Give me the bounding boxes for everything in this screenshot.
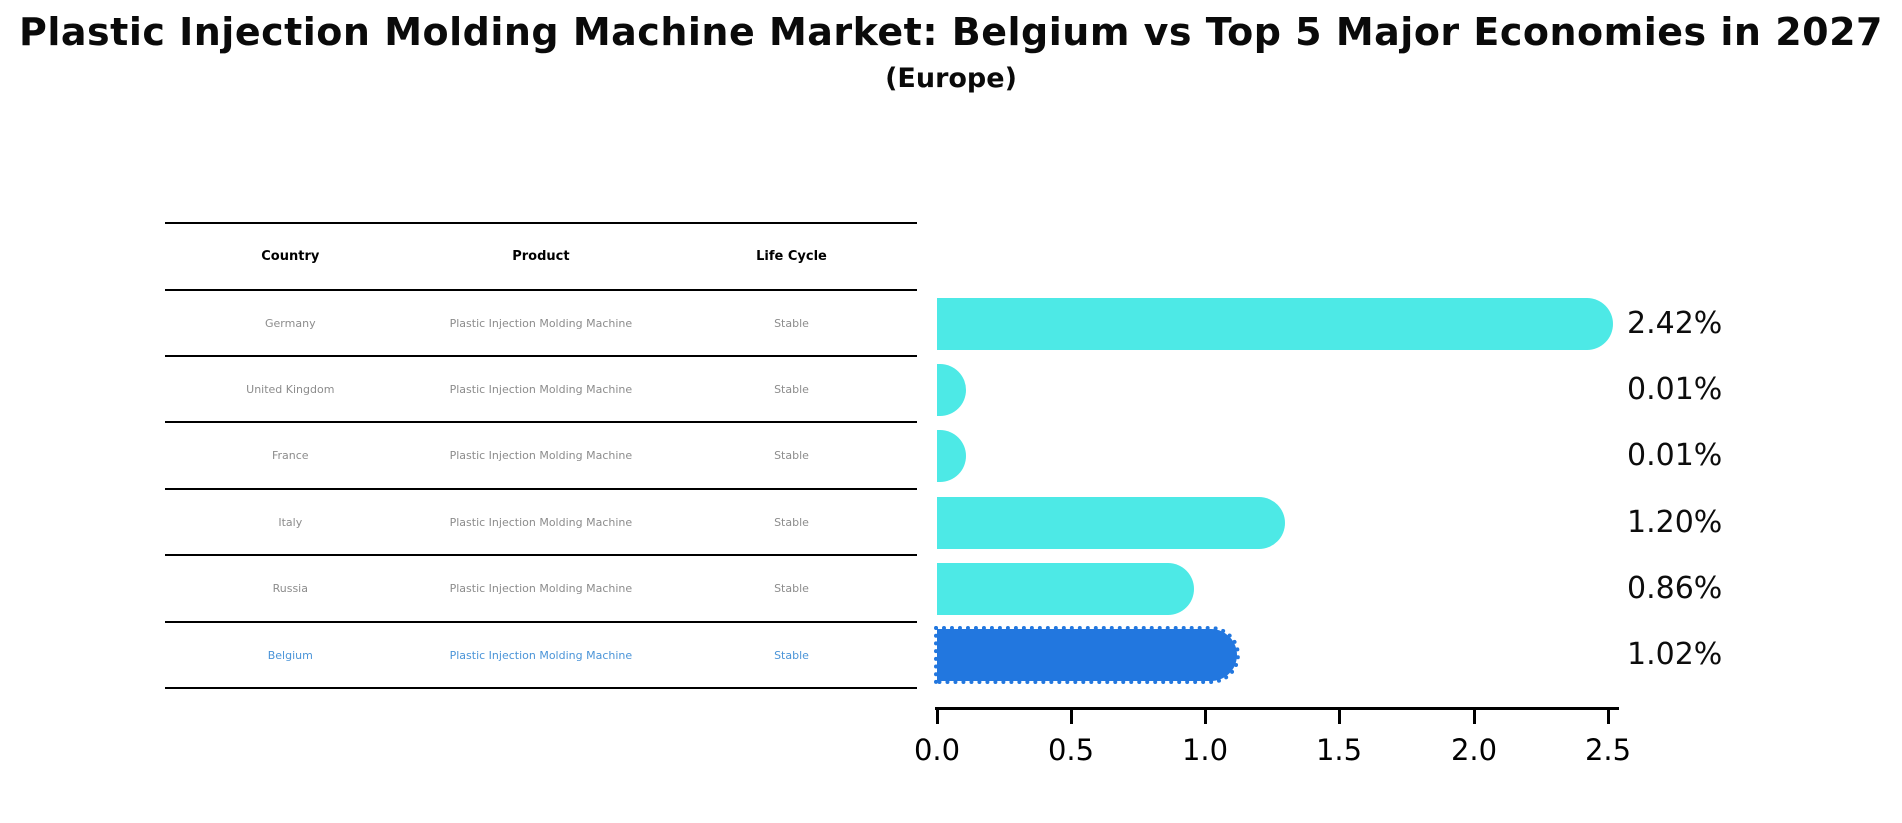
table-cell-country: Germany xyxy=(265,316,316,330)
x-axis-line xyxy=(935,707,1619,710)
value-label: 0.01% xyxy=(1627,372,1723,407)
x-axis-tick xyxy=(1607,710,1610,724)
value-label: 1.02% xyxy=(1627,637,1723,672)
x-axis-tick xyxy=(936,710,939,724)
table-cell-product: Plastic Injection Molding Machine xyxy=(449,515,633,529)
table-header-life-cycle: Life Cycle xyxy=(756,248,827,264)
value-label: 0.86% xyxy=(1627,571,1723,606)
table-cell-country: Belgium xyxy=(267,648,313,662)
table-cell-life-cycle: Stable xyxy=(774,382,809,396)
table-cell-country: Russia xyxy=(272,581,308,595)
table-cell-life-cycle: Stable xyxy=(774,316,809,330)
bar-russia xyxy=(937,563,1194,615)
table-cell-country: France xyxy=(272,448,309,462)
table-cell-product: Plastic Injection Molding Machine xyxy=(449,382,633,396)
table-row: Russia Plastic Injection Molding Machine… xyxy=(165,556,917,620)
table-divider xyxy=(165,621,917,623)
table-row-belgium-highlighted: Belgium Plastic Injection Molding Machin… xyxy=(165,623,917,687)
table-header-product: Product xyxy=(512,248,570,264)
table-cell-country: Italy xyxy=(278,515,303,529)
table-divider xyxy=(165,554,917,556)
table-divider xyxy=(165,355,917,357)
x-axis-tick xyxy=(1204,710,1207,724)
table-row: France Plastic Injection Molding Machine… xyxy=(165,423,917,487)
value-label: 1.20% xyxy=(1627,505,1723,540)
x-axis-tick xyxy=(1338,710,1341,724)
table-divider xyxy=(165,488,917,490)
x-axis-tick xyxy=(1070,710,1073,724)
table-cell-life-cycle: Stable xyxy=(774,648,809,662)
table-row: United Kingdom Plastic Injection Molding… xyxy=(165,357,917,421)
x-axis-tick xyxy=(1473,710,1476,724)
bar-italy xyxy=(937,497,1285,549)
x-axis-tick-label: 2.5 xyxy=(1584,733,1632,767)
x-axis-tick-label: 0.0 xyxy=(913,733,961,767)
bar-france xyxy=(937,430,966,482)
x-axis-tick-label: 0.5 xyxy=(1047,733,1095,767)
bar-belgium xyxy=(934,626,1240,684)
chart-subtitle: (Europe) xyxy=(885,63,1017,94)
table-divider xyxy=(165,289,917,291)
x-axis-tick-label: 2.0 xyxy=(1450,733,1498,767)
bar-germany xyxy=(937,298,1613,350)
table-cell-life-cycle: Stable xyxy=(774,581,809,595)
table-divider xyxy=(165,421,917,423)
table-cell-life-cycle: Stable xyxy=(774,448,809,462)
table-header-country: Country xyxy=(261,248,320,264)
table-header-row: Country Product Life Cycle xyxy=(165,224,917,288)
table-cell-product: Plastic Injection Molding Machine xyxy=(449,648,633,662)
table-cell-product: Plastic Injection Molding Machine xyxy=(449,316,633,330)
table-cell-product: Plastic Injection Molding Machine xyxy=(449,448,633,462)
chart-title: Plastic Injection Molding Machine Market… xyxy=(19,10,1883,54)
table-row: Italy Plastic Injection Molding Machine … xyxy=(165,490,917,554)
value-label: 2.42% xyxy=(1627,306,1723,341)
bar-united-kingdom xyxy=(937,364,966,416)
table-cell-life-cycle: Stable xyxy=(774,515,809,529)
x-axis-tick-label: 1.5 xyxy=(1315,733,1363,767)
table-row: Germany Plastic Injection Molding Machin… xyxy=(165,291,917,355)
table-cell-product: Plastic Injection Molding Machine xyxy=(449,581,633,595)
value-label: 0.01% xyxy=(1627,438,1723,473)
table-cell-country: United Kingdom xyxy=(246,382,335,396)
table-divider xyxy=(165,687,917,689)
table-divider xyxy=(165,222,917,224)
x-axis-tick-label: 1.0 xyxy=(1181,733,1229,767)
